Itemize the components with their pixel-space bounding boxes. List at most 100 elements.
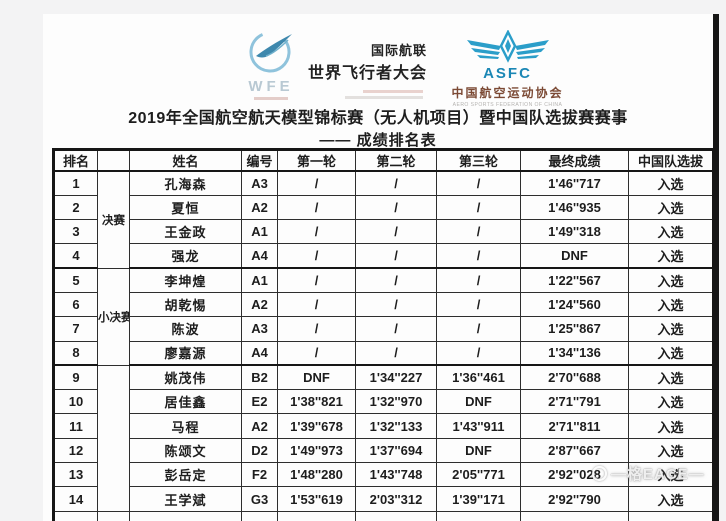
- round1-cell: /: [277, 219, 356, 245]
- round2-cell: /: [355, 243, 437, 270]
- asfc-org-name-en: AERO SPORTS FEDERATION OF CHINA: [452, 102, 563, 108]
- rank-cell: 3: [53, 219, 98, 245]
- name-cell: 李坤煌: [129, 267, 242, 293]
- rank-cell: 7: [53, 316, 98, 342]
- final-score-cell: 2'92''028: [520, 462, 629, 488]
- team-selection-cell: 入选: [628, 267, 714, 293]
- rank-cell: 11: [53, 413, 98, 439]
- table-row: 14 王学斌 G3 1'53''619 2'03''312 1'39''171 2'92''…: [53, 486, 714, 512]
- round3-cell: /: [436, 316, 521, 342]
- team-selection-cell: 入选: [628, 243, 714, 270]
- team-selection-cell: 入选: [628, 291, 714, 318]
- name-cell: 陈颂文: [129, 437, 242, 464]
- round3-cell: DNF: [436, 437, 521, 464]
- wfe-org-line2: 世界飞行者大会: [308, 65, 428, 82]
- round3-cell: /: [436, 291, 521, 318]
- column-header-2: 姓名: [129, 149, 242, 172]
- team-selection-cell: 入选: [628, 219, 714, 245]
- round1-cell: /: [277, 243, 356, 270]
- round2-cell: /: [355, 291, 437, 318]
- name-cell: 夏恒: [129, 194, 242, 221]
- round2-cell: /: [355, 267, 437, 293]
- competitor-id-cell: A2: [241, 413, 278, 439]
- round3-cell: /: [436, 267, 521, 293]
- page-subtitle: —— 成绩排名表: [319, 132, 437, 149]
- column-header-6: 第三轮: [436, 149, 521, 172]
- rank-cell: 8: [53, 340, 98, 367]
- rank-cell: 4: [53, 243, 98, 270]
- round3-cell: DNF: [436, 389, 521, 415]
- rank-cell: 10: [53, 389, 98, 415]
- competitor-id-cell: G3: [241, 486, 278, 512]
- competitor-id-cell: A2: [241, 291, 278, 318]
- wfe-tagline-smudge: [254, 97, 288, 100]
- table-row: 10 居佳鑫 E2 1'38''821 1'32''970 DNF 2'71''791 入选: [53, 389, 714, 415]
- round1-cell: /: [277, 316, 356, 342]
- asfc-logo: ASFC 中国航空运动协会 AERO SPORTS FEDERATION OF …: [443, 26, 572, 108]
- round1-cell: 1'48''280: [277, 462, 356, 488]
- competitor-id-cell: A1: [241, 267, 278, 293]
- empty-cell: [628, 510, 714, 521]
- competitor-id-cell: A4: [241, 340, 278, 367]
- table-row: 8 廖嘉源 A4///1'34''136 入选: [53, 340, 714, 367]
- rank-cell: 1: [53, 170, 98, 196]
- asfc-org-name-cn: 中国航空运动协会: [451, 86, 564, 100]
- team-selection-cell: 入选: [628, 437, 714, 464]
- table-row: 9 姚茂伟 B2 DNF 1'34''227 1'36''461 2'70''688 入选: [53, 364, 714, 512]
- empty-cell: [97, 510, 130, 521]
- name-cell: 廖嘉源: [129, 340, 242, 367]
- team-selection-cell: 入选: [628, 486, 714, 512]
- competitor-id-cell: D2: [241, 437, 278, 464]
- name-cell: 王学斌: [129, 486, 242, 512]
- round1-cell: 1'39''678: [277, 413, 356, 439]
- competitor-id-cell: F2: [241, 462, 278, 488]
- round2-cell: 1'34''227: [355, 364, 437, 391]
- name-cell: 强龙: [129, 243, 242, 270]
- empty-cell: [355, 510, 437, 521]
- final-score-cell: 2'92''790: [520, 486, 629, 512]
- round2-cell: /: [355, 219, 437, 245]
- name-cell: 陈波: [129, 316, 242, 342]
- name-cell: 王金政: [129, 219, 242, 245]
- table-row: 12 陈颂文 D2 1'49''973 1'37''694 DNF 2'87''667 入选: [53, 437, 714, 464]
- final-score-cell: 2'87''667: [520, 437, 629, 464]
- results-sheet: WFE 国际航联 世界飞行者大会: [43, 14, 719, 521]
- round1-cell: 1'49''973: [277, 437, 356, 464]
- final-score-cell: 1'34''136: [520, 340, 629, 367]
- table-row: 13 彭岳定 F2 1'48''280 1'43''748 2'05''771 2'92''…: [53, 462, 714, 488]
- round2-cell: 1'32''133: [355, 413, 437, 439]
- round1-cell: 1'53''619: [277, 486, 356, 512]
- round1-cell: /: [277, 170, 356, 196]
- empty-cell: [277, 510, 356, 521]
- round3-cell: 1'36''461: [436, 364, 521, 391]
- group-label-cell: 小决赛: [97, 267, 130, 366]
- wfe-acronym: WFE: [248, 78, 294, 95]
- round3-cell: /: [436, 219, 521, 245]
- competitor-id-cell: E2: [241, 389, 278, 415]
- round3-cell: /: [436, 243, 521, 270]
- final-score-cell: 2'71''791: [520, 389, 629, 415]
- round2-cell: /: [355, 316, 437, 342]
- table-row-partial: [53, 510, 714, 521]
- competitor-id-cell: A3: [241, 316, 278, 342]
- table-row: 6 胡乾惕 A2///1'24''560 入选: [53, 291, 714, 318]
- group-label-cell: [97, 364, 130, 512]
- table-row: 5 小决赛 李坤煌 A1///1'22''567 入选: [53, 267, 714, 366]
- final-score-cell: 1'46''717: [520, 170, 629, 196]
- rank-cell: 12: [53, 437, 98, 464]
- wfe-logo: WFE 国际航联 世界飞行者大会: [240, 26, 427, 100]
- name-cell: 胡乾惕: [129, 291, 242, 318]
- results-table: 排名 姓名 编号 第一轮 第二轮 第三轮 最终成绩 中国队选拔 1 决赛 孔海森 A3///1'46…: [52, 148, 715, 521]
- round2-cell: 2'03''312: [355, 486, 437, 512]
- competitor-id-cell: B2: [241, 364, 278, 391]
- team-selection-cell: 入选: [628, 389, 714, 415]
- round2-cell: 1'32''970: [355, 389, 437, 415]
- round2-cell: /: [355, 340, 437, 367]
- team-selection-cell: 入选: [628, 413, 714, 439]
- rank-cell: 2: [53, 194, 98, 221]
- round1-cell: /: [277, 267, 356, 293]
- name-cell: 马程: [129, 413, 242, 439]
- table-row: 7 陈波 A3///1'25''867 入选: [53, 316, 714, 342]
- team-selection-cell: 入选: [628, 194, 714, 221]
- round2-cell: 1'43''748: [355, 462, 437, 488]
